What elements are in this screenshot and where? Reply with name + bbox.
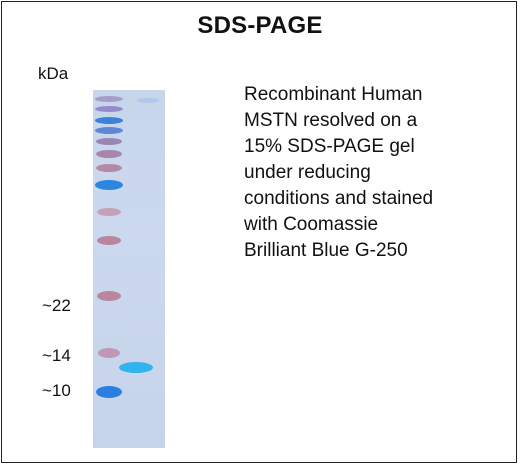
ladder-band	[95, 106, 123, 112]
caption-line: conditions and stained	[244, 188, 434, 209]
caption-line: Recombinant Human	[244, 84, 423, 105]
marker-label-22: ~22	[42, 296, 71, 315]
unit-label: kDa	[38, 64, 69, 83]
caption-line: under reducing	[244, 162, 371, 183]
caption-line: with Coomassie	[244, 214, 379, 235]
ladder-band	[98, 348, 120, 358]
sample-band-faint	[137, 98, 159, 103]
ladder-band	[96, 150, 122, 158]
ladder-band	[95, 96, 123, 102]
marker-label-10: ~10	[42, 381, 71, 400]
ladder-band	[96, 386, 122, 398]
figure-title: SDS-PAGE	[197, 12, 323, 39]
ladder-band	[97, 291, 121, 301]
ladder-band	[95, 180, 123, 190]
ladder-band	[95, 117, 123, 124]
sample-lane	[119, 90, 165, 448]
ladder-band	[97, 236, 121, 245]
ladder-band	[96, 164, 122, 172]
caption-line: 15% SDS-PAGE gel	[244, 136, 415, 157]
caption-line: Brilliant Blue G-250	[244, 240, 408, 261]
ladder-band	[97, 208, 121, 216]
ladder-band	[95, 127, 123, 134]
figure-caption: Recombinant Human MSTN resolved on a 15%…	[244, 82, 506, 264]
marker-label-14: ~14	[42, 346, 71, 365]
ladder-band	[96, 138, 122, 145]
ladder-lane	[93, 90, 127, 448]
caption-line: MSTN resolved on a	[244, 110, 418, 131]
sample-band-mstn	[119, 362, 153, 373]
gel-image	[93, 90, 165, 448]
